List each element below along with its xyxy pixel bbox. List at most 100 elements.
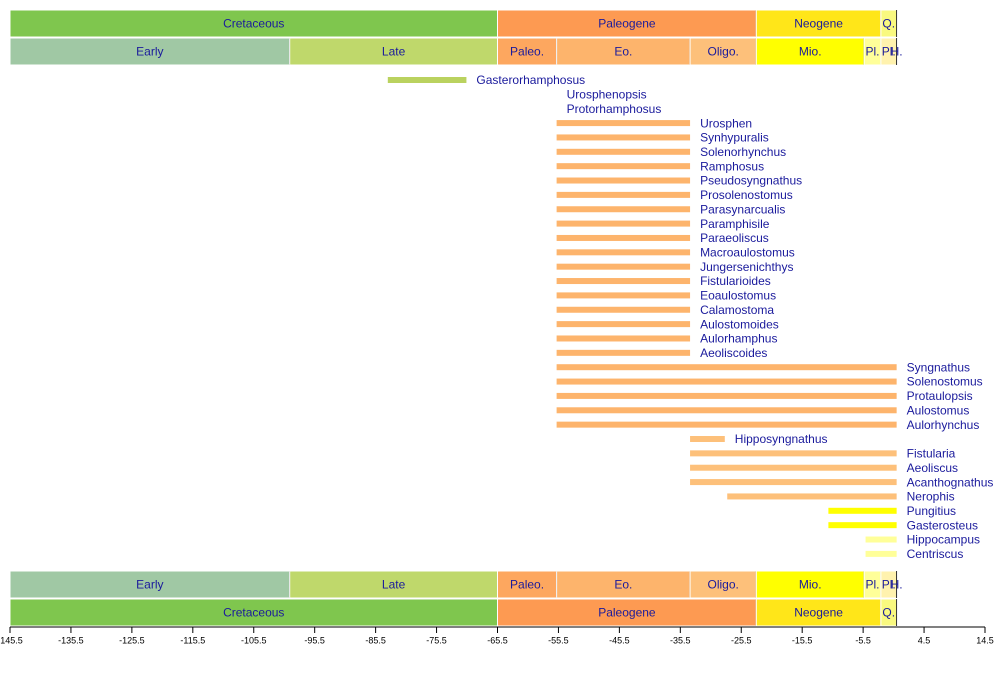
epoch-label: Pl.: [866, 578, 880, 592]
taxon-label: Fistularioides: [700, 274, 771, 288]
period: [755, 9, 882, 38]
period: [9, 598, 498, 627]
taxon-label: Aulostomoides: [700, 317, 779, 331]
range-bar: [556, 335, 691, 342]
epoch-label: Mio.: [799, 578, 822, 592]
range-bar: [865, 550, 897, 557]
period: [497, 9, 757, 38]
epoch-label: Early: [136, 578, 163, 592]
taxon-label: Aeoliscus: [907, 461, 958, 475]
taxon-label: Hipposyngnathus: [735, 432, 828, 446]
epoch: [556, 570, 691, 599]
epoch-label: Early: [136, 45, 163, 59]
range-bar: [556, 392, 897, 399]
range-bar: [556, 349, 691, 356]
taxon-label: Gasterosteus: [907, 518, 978, 532]
range-bar: [556, 120, 691, 127]
epoch: [689, 570, 757, 599]
range-bar: [556, 249, 691, 256]
x-tick-label: -105.5: [241, 635, 267, 645]
range-bar: [727, 493, 897, 500]
range-bar: [556, 321, 691, 328]
epoch: [9, 37, 291, 66]
epoch-label: Late: [382, 45, 406, 59]
range-bar: [556, 421, 897, 428]
period-label: Paleogene: [598, 606, 656, 620]
x-tick-label: -5.5: [855, 635, 871, 645]
epoch: [755, 570, 865, 599]
taxon-label: Protorhamphosus: [567, 102, 662, 116]
range-bar: [556, 364, 897, 371]
range-bar: [556, 306, 691, 313]
x-tick-label: -35.5: [670, 635, 691, 645]
taxon-label: Pungitius: [907, 504, 956, 518]
period-label: Cretaceous: [223, 606, 284, 620]
taxon-label: Nerophis: [907, 490, 955, 504]
taxon-label: Paraeoliscus: [700, 231, 769, 245]
range-bar: [828, 522, 897, 529]
range-bar: [828, 507, 897, 514]
taxon-label: Solenorhynchus: [700, 145, 786, 159]
epoch: [497, 37, 558, 66]
epoch-label: Eo.: [614, 45, 632, 59]
epoch-label: H.: [891, 578, 903, 592]
epoch-label: Pl.: [866, 45, 880, 59]
period-label: Q.: [882, 17, 895, 31]
period: [9, 9, 498, 38]
epoch-label: Eo.: [614, 578, 632, 592]
period-label: Neogene: [794, 17, 843, 31]
range-bar: [556, 234, 691, 241]
epoch-label: Mio.: [799, 45, 822, 59]
x-tick-label: -55.5: [548, 635, 569, 645]
epoch-label: Late: [382, 578, 406, 592]
range-bar: [690, 450, 897, 457]
x-tick-label: -45.5: [609, 635, 630, 645]
epoch-label: Paleo.: [510, 578, 544, 592]
epoch: [755, 37, 865, 66]
taxon-label: Calamostoma: [700, 303, 774, 317]
taxon-label: Solenostomus: [907, 375, 983, 389]
range-bar: [556, 177, 691, 184]
epoch-label: H.: [891, 45, 903, 59]
range-bar: [865, 536, 897, 543]
taxon-label: Centriscus: [907, 547, 964, 561]
taxon-label: Aeoliscoides: [700, 346, 767, 360]
range-bar: [556, 191, 691, 198]
x-tick-label: 14.5: [976, 635, 994, 645]
range-bar: [387, 77, 467, 83]
taxon-label: Hippocampus: [907, 533, 980, 547]
period-label: Paleogene: [598, 17, 656, 31]
epoch: [289, 570, 498, 599]
x-tick-label: 4.5: [918, 635, 931, 645]
period: [497, 598, 757, 627]
taxon-label: Pseudosyngnathus: [700, 174, 802, 188]
taxon-label: Macroaulostomus: [700, 245, 795, 259]
taxon-label: Protaulopsis: [907, 389, 973, 403]
period-label: Q.: [882, 606, 895, 620]
x-tick-label: -135.5: [58, 635, 84, 645]
range-bar: [690, 464, 897, 471]
epoch-label: Pl.: [882, 45, 896, 59]
x-tick-label: -95.5: [304, 635, 325, 645]
taxon-label: Urosphenopsis: [567, 88, 647, 102]
epoch-label: Pl.: [882, 578, 896, 592]
taxon-label: Urosphen: [700, 116, 752, 130]
period-label: Cretaceous: [223, 17, 284, 31]
range-bar: [556, 378, 897, 385]
taxon-label: Jungersenichthys: [700, 260, 793, 274]
range-bar: [556, 163, 691, 170]
period-label: Neogene: [794, 606, 843, 620]
taxon-label: Aulorhynchus: [907, 418, 980, 432]
range-bar: [556, 278, 691, 285]
range-bar: [556, 220, 691, 227]
epoch: [9, 570, 291, 599]
x-tick-label: -125.5: [119, 635, 145, 645]
taxon-label: Prosolenostomus: [700, 188, 793, 202]
taxon-label: Aulorhamphus: [700, 332, 777, 346]
epoch-label: Oligo.: [708, 45, 739, 59]
range-bar: [556, 134, 691, 141]
x-tick-label: -65.5: [487, 635, 508, 645]
range-bar: [556, 407, 897, 414]
taxon-label: Eoaulostomus: [700, 289, 776, 303]
